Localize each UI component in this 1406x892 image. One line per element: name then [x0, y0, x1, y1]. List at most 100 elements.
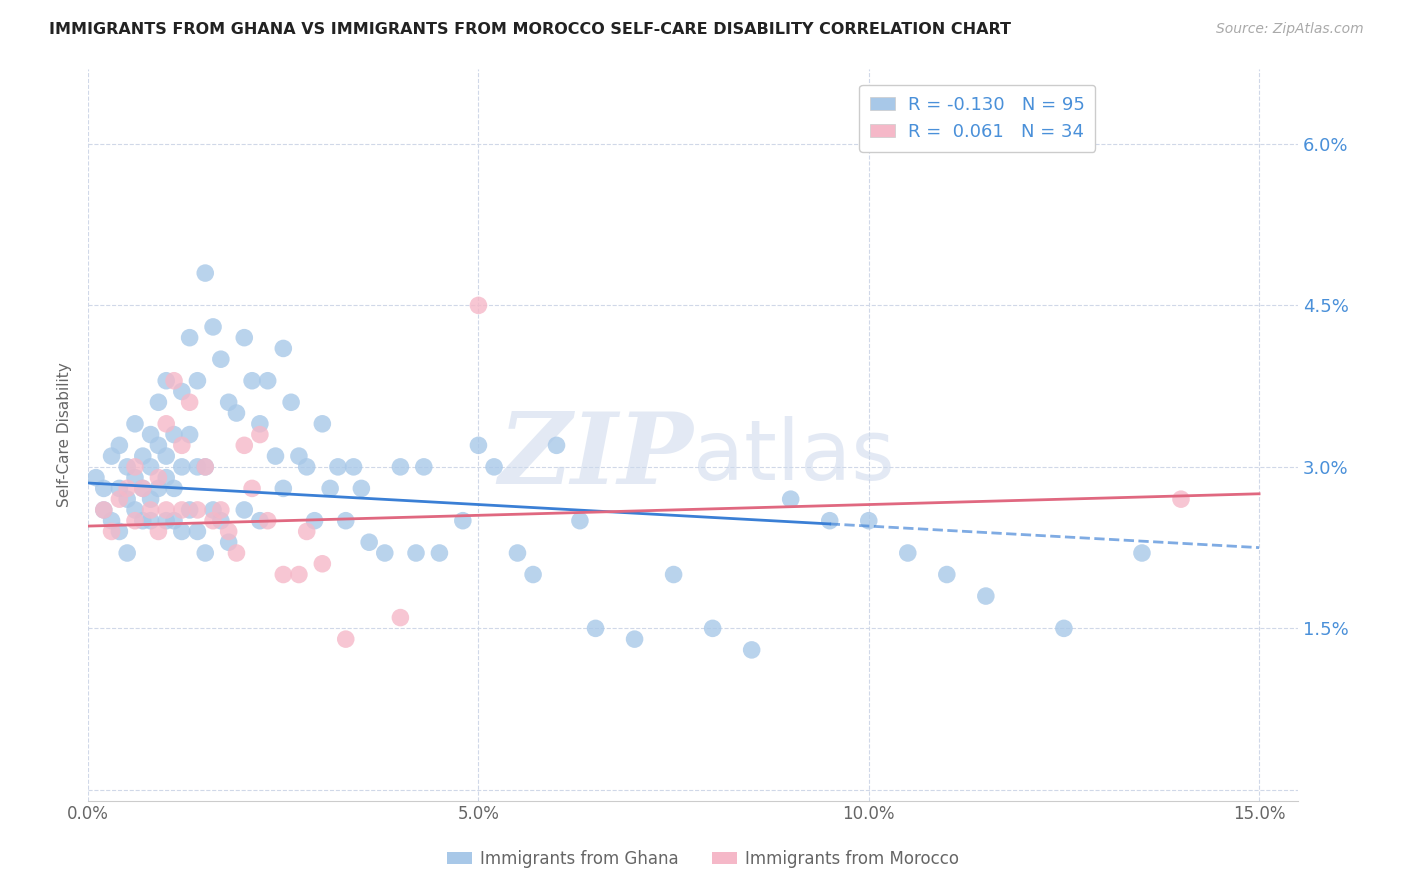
Point — [218, 395, 240, 409]
Point — [155, 514, 177, 528]
Point — [139, 427, 162, 442]
Point — [100, 524, 122, 539]
Point — [288, 449, 311, 463]
Point — [467, 298, 489, 312]
Point — [218, 524, 240, 539]
Point — [288, 567, 311, 582]
Point — [115, 492, 138, 507]
Point — [155, 449, 177, 463]
Point — [100, 449, 122, 463]
Point — [93, 503, 115, 517]
Point — [623, 632, 645, 647]
Point — [209, 352, 232, 367]
Point — [170, 524, 193, 539]
Point — [702, 621, 724, 635]
Point — [233, 503, 256, 517]
Point — [233, 438, 256, 452]
Point — [155, 374, 177, 388]
Point — [194, 546, 217, 560]
Text: atlas: atlas — [693, 416, 894, 497]
Point — [124, 417, 146, 431]
Point — [124, 470, 146, 484]
Point — [818, 514, 841, 528]
Point — [546, 438, 568, 452]
Point — [163, 427, 186, 442]
Point — [84, 470, 107, 484]
Point — [858, 514, 880, 528]
Point — [124, 514, 146, 528]
Point — [139, 514, 162, 528]
Point — [1130, 546, 1153, 560]
Text: ZIP: ZIP — [498, 409, 693, 505]
Point — [271, 482, 294, 496]
Text: Source: ZipAtlas.com: Source: ZipAtlas.com — [1216, 22, 1364, 37]
Point — [741, 643, 763, 657]
Point — [311, 557, 333, 571]
Point — [249, 417, 271, 431]
Point — [240, 482, 263, 496]
Point — [148, 395, 170, 409]
Point — [295, 459, 318, 474]
Point — [179, 503, 201, 517]
Point — [335, 514, 357, 528]
Point — [108, 492, 131, 507]
Point — [522, 567, 544, 582]
Point — [271, 567, 294, 582]
Point — [124, 503, 146, 517]
Point — [115, 546, 138, 560]
Point — [429, 546, 451, 560]
Point — [155, 470, 177, 484]
Point — [374, 546, 396, 560]
Point — [93, 482, 115, 496]
Point — [405, 546, 427, 560]
Point — [108, 482, 131, 496]
Y-axis label: Self-Care Disability: Self-Care Disability — [58, 362, 72, 507]
Point — [319, 482, 342, 496]
Point — [662, 567, 685, 582]
Point — [108, 524, 131, 539]
Point — [163, 482, 186, 496]
Point — [342, 459, 364, 474]
Point — [974, 589, 997, 603]
Point — [148, 438, 170, 452]
Point — [233, 331, 256, 345]
Point — [240, 374, 263, 388]
Point — [209, 503, 232, 517]
Text: IMMIGRANTS FROM GHANA VS IMMIGRANTS FROM MOROCCO SELF-CARE DISABILITY CORRELATIO: IMMIGRANTS FROM GHANA VS IMMIGRANTS FROM… — [49, 22, 1011, 37]
Point — [935, 567, 957, 582]
Point — [148, 524, 170, 539]
Point — [179, 395, 201, 409]
Point — [194, 266, 217, 280]
Point — [209, 514, 232, 528]
Point — [179, 331, 201, 345]
Point — [359, 535, 381, 549]
Point — [326, 459, 349, 474]
Point — [170, 503, 193, 517]
Point — [155, 417, 177, 431]
Point — [148, 470, 170, 484]
Point — [389, 610, 412, 624]
Point — [585, 621, 607, 635]
Point — [163, 374, 186, 388]
Point — [271, 342, 294, 356]
Point — [451, 514, 474, 528]
Point — [897, 546, 920, 560]
Point — [186, 503, 208, 517]
Point — [132, 514, 155, 528]
Legend: Immigrants from Ghana, Immigrants from Morocco: Immigrants from Ghana, Immigrants from M… — [440, 844, 966, 875]
Point — [218, 535, 240, 549]
Point — [139, 459, 162, 474]
Point — [304, 514, 326, 528]
Legend: R = -0.130   N = 95, R =  0.061   N = 34: R = -0.130 N = 95, R = 0.061 N = 34 — [859, 85, 1095, 152]
Point — [202, 514, 225, 528]
Point — [163, 514, 186, 528]
Point — [170, 384, 193, 399]
Point — [311, 417, 333, 431]
Point — [132, 449, 155, 463]
Point — [568, 514, 591, 528]
Point — [139, 492, 162, 507]
Point — [100, 514, 122, 528]
Point — [295, 524, 318, 539]
Point — [335, 632, 357, 647]
Point — [280, 395, 302, 409]
